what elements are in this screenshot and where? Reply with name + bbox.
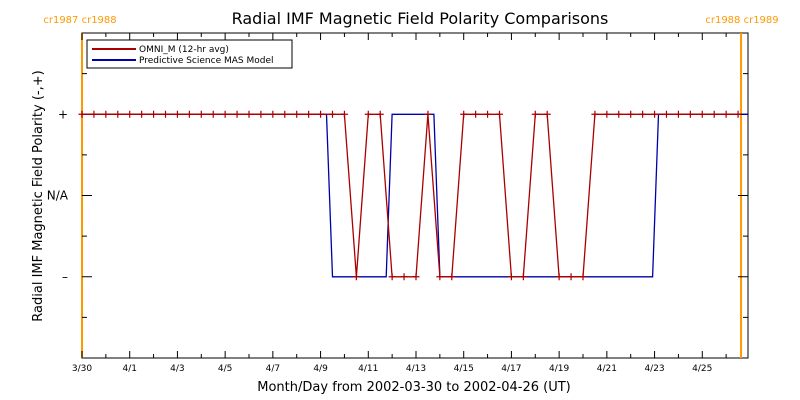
data-point	[233, 110, 241, 118]
data-point	[484, 110, 492, 118]
data-point	[150, 110, 158, 118]
series-1	[82, 113, 748, 278]
data-point	[710, 110, 718, 118]
series-layer	[78, 110, 748, 281]
data-point	[78, 110, 86, 118]
data-point	[317, 110, 325, 118]
series-line-0	[82, 113, 739, 278]
data-point	[674, 110, 682, 118]
data-point	[245, 110, 253, 118]
data-point	[138, 110, 146, 118]
data-point	[567, 273, 575, 281]
data-point	[161, 110, 169, 118]
data-point	[90, 110, 98, 118]
data-point	[686, 110, 694, 118]
series-0	[78, 110, 742, 281]
data-point	[603, 110, 611, 118]
data-point	[507, 273, 515, 281]
data-point	[185, 110, 193, 118]
x-axis-ticks: 3/30 4/1 4/3 4/5 4/7 4/9 4/11 4/13 4/15 4/17 4/19 4…	[72, 33, 727, 374]
legend-label-omni: OMNI_M (12-hr avg)	[139, 45, 229, 55]
data-point	[126, 110, 134, 118]
data-point	[412, 273, 420, 281]
data-point	[352, 273, 360, 281]
cr-label-left: cr1987 cr1988	[43, 15, 116, 26]
x-tick-label-13: 4/25	[692, 364, 712, 374]
plot-area-frame	[81, 32, 749, 359]
data-point	[627, 110, 635, 118]
data-point	[209, 110, 217, 118]
data-point	[662, 110, 670, 118]
data-point	[173, 110, 181, 118]
data-point	[257, 110, 265, 118]
x-tick-label-5: 4/9	[313, 364, 328, 374]
data-point	[519, 273, 527, 281]
x-tick-label-3: 4/5	[218, 364, 232, 374]
data-point	[472, 110, 480, 118]
y-tick-label-2: –	[62, 270, 68, 284]
legend-box	[86, 39, 293, 69]
y-tick-label-1: N/A	[47, 189, 69, 203]
y-axis-title: Radial IMF Magnetic Field Polarity (-,+)	[31, 70, 46, 321]
legend: OMNI_M (12-hr avg) Predictive Science MA…	[86, 39, 293, 69]
y-tick-label-0: +	[58, 107, 68, 121]
x-tick-label-2: 4/3	[170, 364, 184, 374]
chart-title: Radial IMF Magnetic Field Polarity Compa…	[232, 9, 609, 28]
x-tick-label-7: 4/13	[406, 364, 426, 374]
data-point	[543, 110, 551, 118]
data-point	[436, 273, 444, 281]
data-point	[555, 273, 563, 281]
data-point	[305, 110, 313, 118]
data-point	[388, 273, 396, 281]
data-point	[102, 110, 110, 118]
data-point	[591, 110, 599, 118]
y-axis-ticks: + N/A –	[47, 73, 748, 318]
x-tick-label-10: 4/19	[549, 364, 569, 374]
x-tick-label-8: 4/15	[454, 364, 474, 374]
data-point	[364, 110, 372, 118]
data-point	[698, 110, 706, 118]
data-point	[460, 110, 468, 118]
data-point	[328, 110, 336, 118]
legend-label-mas: Predictive Science MAS Model	[139, 56, 274, 66]
x-tick-label-12: 4/23	[644, 364, 664, 374]
data-point	[281, 110, 289, 118]
data-point	[114, 110, 122, 118]
data-point	[448, 273, 456, 281]
x-axis-title: Month/Day from 2002-03-30 to 2002-04-26 …	[257, 380, 570, 395]
series-line-1	[82, 113, 748, 278]
data-point	[221, 110, 229, 118]
data-point	[340, 110, 348, 118]
data-point	[734, 110, 742, 118]
data-point	[293, 110, 301, 118]
data-point	[615, 110, 623, 118]
data-point	[531, 110, 539, 118]
data-point	[197, 110, 205, 118]
data-point	[376, 110, 384, 118]
x-tick-label-0: 3/30	[72, 364, 92, 374]
cr-label-right: cr1988 cr1989	[705, 15, 778, 26]
x-tick-label-11: 4/21	[597, 364, 617, 374]
x-tick-label-9: 4/17	[501, 364, 521, 374]
data-point	[424, 110, 432, 118]
data-point	[579, 273, 587, 281]
data-point	[639, 110, 647, 118]
data-point	[495, 110, 503, 118]
carrington-marker-lines	[81, 33, 743, 358]
data-point	[269, 110, 277, 118]
x-tick-label-6: 4/11	[358, 364, 378, 374]
x-tick-label-1: 4/1	[122, 364, 136, 374]
x-tick-label-4: 4/7	[266, 364, 280, 374]
data-point	[722, 110, 730, 118]
data-point	[651, 110, 659, 118]
data-point	[400, 273, 408, 281]
